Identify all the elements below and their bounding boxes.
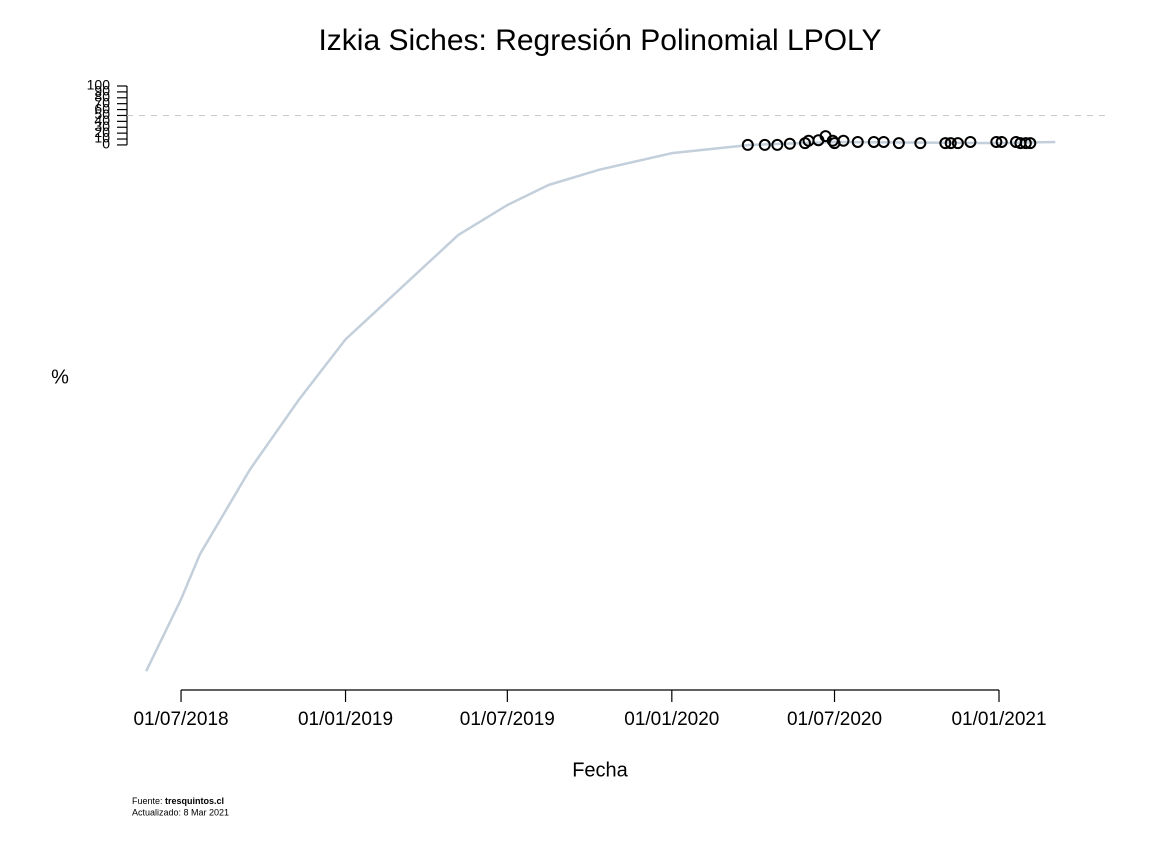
data-point: [892, 137, 905, 150]
y-tick-label: 0: [102, 136, 110, 152]
y-tick-label: 10: [94, 130, 110, 146]
data-point: [951, 137, 964, 150]
chart-title: Izkia Siches: Regresión Polinomial LPOLY: [318, 24, 881, 57]
data-point: [1019, 137, 1032, 150]
source-name: tresquintos.cl: [165, 796, 224, 806]
data-point: [877, 135, 890, 148]
data-point: [771, 138, 784, 151]
fit-line: [145, 140, 1056, 672]
data-point: [990, 135, 1003, 148]
source-label: Fuente:: [132, 796, 163, 806]
y-tick-label: 20: [94, 124, 110, 140]
data-point: [741, 138, 754, 151]
x-tick-label: 01/01/2020: [624, 709, 719, 730]
data-point: [758, 138, 771, 151]
y-tick-label: 70: [94, 94, 110, 110]
x-tick-label: 01/01/2019: [298, 709, 393, 730]
data-point: [1024, 137, 1037, 150]
data-point: [964, 135, 977, 148]
y-tick-label: 40: [94, 112, 110, 128]
data-point: [851, 135, 864, 148]
y-tick-label: 50: [94, 106, 110, 122]
y-tick-label: 80: [94, 88, 110, 104]
x-tick-label: 01/07/2019: [460, 709, 555, 730]
y-tick-label: 100: [87, 77, 111, 93]
y-tick-label: 30: [94, 118, 110, 134]
x-tick-label: 01/07/2020: [787, 709, 882, 730]
updated: Actualizado: 8 Mar 2021: [132, 807, 229, 817]
y-tick-label: 90: [94, 83, 110, 99]
data-point: [995, 135, 1008, 148]
y-axis-label: %: [51, 366, 69, 388]
x-tick-label: 01/01/2021: [951, 709, 1046, 730]
x-axis-label: Fecha: [572, 759, 628, 781]
source: Fuente: tresquintos.cl: [132, 796, 224, 806]
x-tick-label: 01/07/2018: [133, 709, 228, 730]
data-point: [837, 134, 850, 147]
data-point: [783, 137, 796, 150]
y-tick-label: 60: [94, 100, 110, 116]
data-point: [939, 137, 952, 150]
data-point: [944, 137, 957, 150]
data-point: [914, 137, 927, 150]
